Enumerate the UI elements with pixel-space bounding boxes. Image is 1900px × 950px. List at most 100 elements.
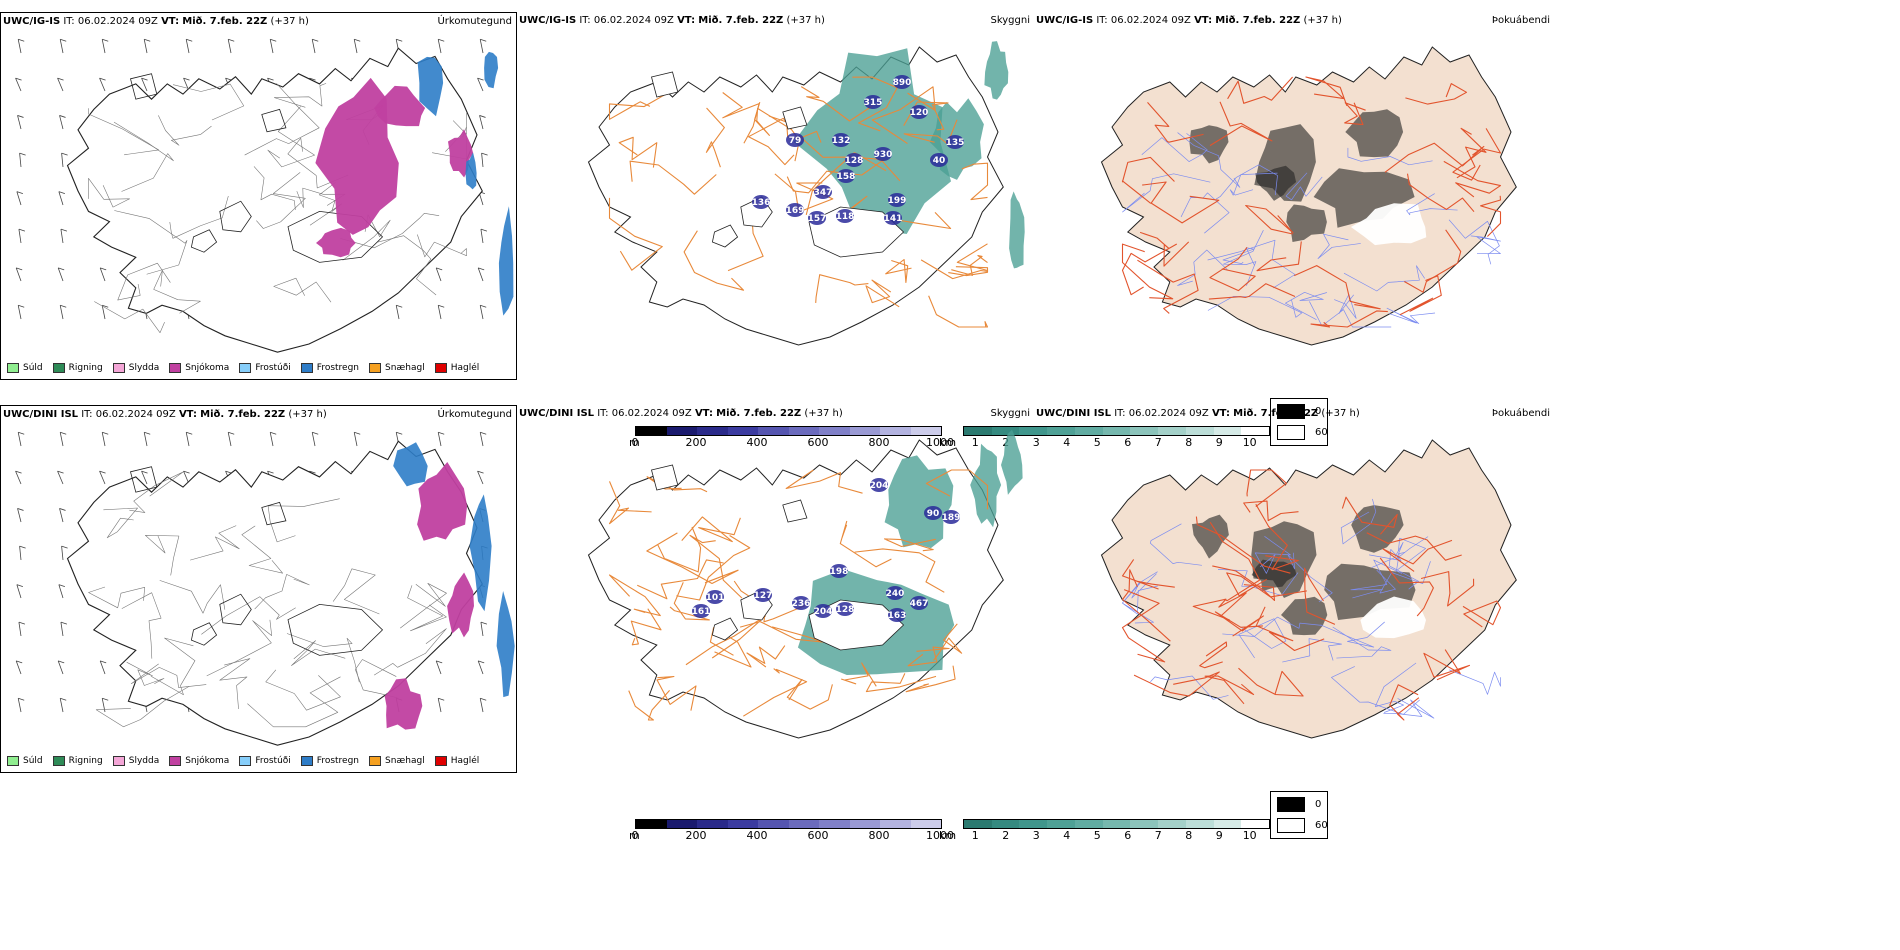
road-line <box>244 83 320 156</box>
visibility-panel: 890 315 120 79 132 128 930 158 347 135 40 136 169 199… <box>517 12 1034 380</box>
ceiling-label: 930 <box>874 150 893 160</box>
freezing-rain-area <box>498 206 514 316</box>
wind-barb-flag <box>480 621 488 625</box>
wind-barb <box>61 153 64 168</box>
road-line <box>219 658 251 710</box>
road-line <box>254 574 310 610</box>
road-line <box>1448 219 1500 265</box>
colorbar-swatch <box>1158 820 1186 828</box>
ceiling-label: 236 <box>792 599 811 609</box>
road-line <box>1209 246 1256 292</box>
wind-barb <box>17 508 22 523</box>
ceiling-label: 240 <box>886 589 905 599</box>
road-line <box>95 686 190 728</box>
road-line <box>256 172 306 229</box>
colorbar-swatch <box>991 427 1020 435</box>
freezing-rain-area <box>417 56 444 117</box>
colorbar-tick: 0 <box>631 436 639 449</box>
wind-barb <box>101 39 106 54</box>
ceiling-blob <box>942 510 960 524</box>
colorbar-tick: 1 <box>971 829 979 842</box>
road-line <box>1214 611 1264 637</box>
ceiling-colorbar-swatches <box>635 426 942 436</box>
road-line <box>88 178 130 208</box>
road-line <box>1222 616 1322 637</box>
road-line <box>1405 83 1468 105</box>
wind-barb <box>99 660 106 675</box>
glacier-outline <box>261 108 287 133</box>
legend-swatch <box>434 363 447 373</box>
wind-barb <box>15 660 22 675</box>
road-line <box>1350 559 1403 599</box>
fog-key-value: 0 <box>1315 406 1322 417</box>
road-line <box>852 76 898 132</box>
road-line <box>1121 156 1175 204</box>
wind-barb <box>17 115 22 130</box>
wind-barb-flag <box>60 228 68 232</box>
model-name: UWC/DINI ISL <box>519 408 595 419</box>
colorbar-swatch <box>697 427 728 435</box>
fog-key-value: 60 <box>1315 427 1328 438</box>
wind-barb <box>59 305 64 320</box>
wind-barb-flag <box>183 77 190 81</box>
road-line <box>1121 589 1166 663</box>
fog-index-area <box>1281 596 1328 636</box>
fog-key-swatch <box>1277 425 1305 440</box>
colorbar-tick: 9 <box>1215 436 1223 449</box>
road-line <box>153 270 201 314</box>
road-line <box>129 471 184 513</box>
model-name: UWC/IG-IS <box>3 16 61 27</box>
legend-swatch <box>7 363 19 373</box>
colorbar-swatch <box>849 820 880 828</box>
glacier-outline <box>261 501 287 526</box>
ceiling-blob <box>754 588 772 602</box>
wind-barb-flag <box>267 77 274 81</box>
road-line <box>417 234 467 258</box>
wind-barb-flag <box>61 152 68 156</box>
wind-barb-flag <box>18 431 25 435</box>
wind-barb <box>185 432 190 447</box>
road-line <box>88 108 159 156</box>
fog-key-swatch <box>1277 818 1305 833</box>
road-line <box>1480 195 1502 237</box>
legend-label: Snjókoma <box>185 756 230 766</box>
fog-key-entry: 60 <box>1277 425 1328 440</box>
legend-label: Frostregn <box>316 363 360 373</box>
road-line <box>1227 76 1294 104</box>
wind-barb <box>311 432 316 447</box>
road-line <box>1406 173 1475 213</box>
wind-barb-flag <box>396 38 403 42</box>
wind-barb-flag <box>58 191 65 195</box>
glacier-outline <box>219 593 252 626</box>
road-line <box>145 535 180 576</box>
legend-swatch <box>300 756 313 766</box>
road-line <box>841 662 877 687</box>
road-line <box>1420 571 1475 607</box>
colorbar-tick: 800 <box>868 829 890 842</box>
legend-swatch <box>239 363 252 373</box>
road-line <box>1226 572 1308 598</box>
wind-barb-flag <box>354 431 361 435</box>
visibility-unit: km <box>939 436 957 449</box>
road-line <box>1332 626 1392 659</box>
road-line <box>681 516 741 543</box>
wind-barb-flag <box>99 77 106 81</box>
road-line <box>1389 684 1420 721</box>
wind-barb <box>59 432 64 447</box>
ceiling-blob <box>836 209 854 223</box>
visibility-colorbar-swatches <box>963 819 1270 829</box>
road-line <box>785 469 863 494</box>
legend-swatch <box>169 756 182 766</box>
glacier-outline <box>711 617 739 641</box>
legend-item: Frostregn <box>300 756 359 766</box>
colorbar-tick: 1000 <box>926 829 954 842</box>
wind-barb <box>61 546 64 561</box>
road-line <box>630 608 662 646</box>
model-name: UWC/IG-IS <box>519 15 577 26</box>
road-line <box>1287 552 1333 603</box>
road-line <box>1223 230 1264 286</box>
colorbar-swatch <box>964 820 992 828</box>
wind-barb <box>19 153 22 168</box>
road-line <box>1371 536 1429 568</box>
road-line <box>1207 239 1296 289</box>
